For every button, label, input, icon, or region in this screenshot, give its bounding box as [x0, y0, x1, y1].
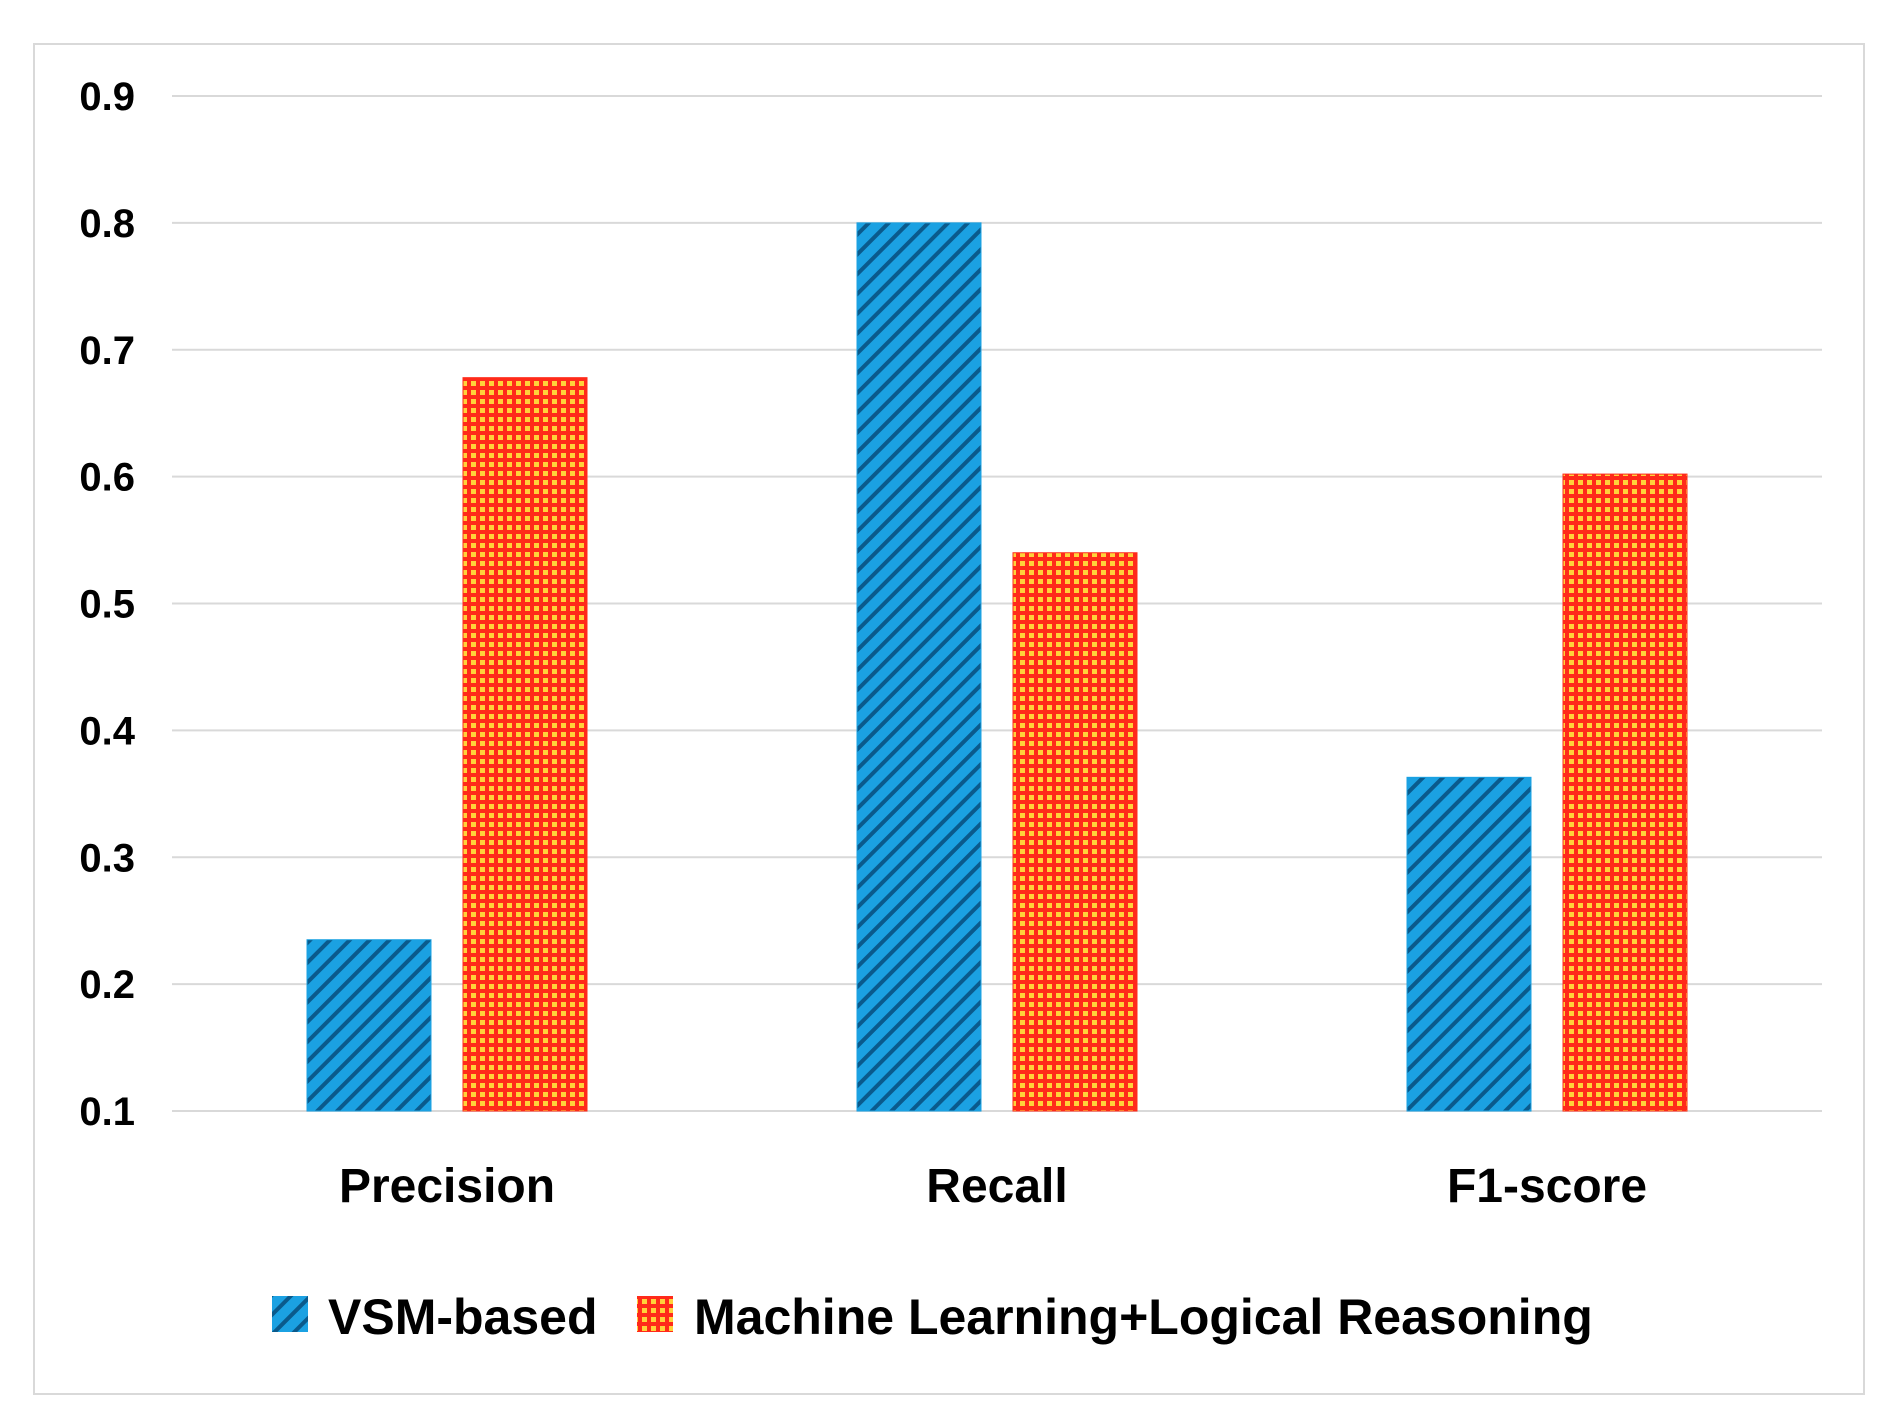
x-category-label: F1-score [1447, 1160, 1647, 1213]
bar-ml-logical-reasoning-precision [462, 377, 588, 1112]
x-category-label: Precision [339, 1160, 555, 1213]
y-tick-label: 0.3 [79, 836, 135, 880]
bar-vsm-based-recall [856, 222, 982, 1112]
legend-label-ml-logical-reasoning: Machine Learning+Logical Reasoning [694, 1289, 1593, 1345]
bar-ml-logical-reasoning-f1-score [1562, 473, 1688, 1112]
bar-vsm-based-f1-score [1406, 776, 1532, 1112]
y-tick-label: 0.1 [79, 1090, 135, 1134]
y-tick-label: 0.4 [79, 709, 135, 753]
bars [306, 222, 1688, 1112]
bar-vsm-based-precision [306, 939, 432, 1112]
gridlines [172, 95, 1822, 1112]
bar-ml-logical-reasoning-recall [1012, 552, 1138, 1112]
y-tick-label: 0.8 [79, 202, 135, 246]
category-labels: Precision Recall F1-score [339, 1160, 1647, 1213]
y-tick-label: 0.2 [79, 963, 135, 1007]
legend: VSM-based Machine Learning+Logical Reaso… [272, 1289, 1593, 1345]
y-tick-label: 0.6 [79, 456, 135, 500]
x-category-label: Recall [926, 1160, 1067, 1213]
y-axis-ticks: 0.1 0.2 0.3 0.4 0.5 0.6 0.7 0.8 0.9 [79, 75, 135, 1134]
legend-swatch-vsm-based [272, 1296, 308, 1332]
legend-swatch-ml-logical-reasoning [637, 1296, 673, 1332]
y-tick-label: 0.9 [79, 75, 135, 119]
y-tick-label: 0.7 [79, 329, 135, 373]
y-tick-label: 0.5 [79, 583, 135, 627]
legend-label-vsm-based: VSM-based [328, 1289, 598, 1345]
